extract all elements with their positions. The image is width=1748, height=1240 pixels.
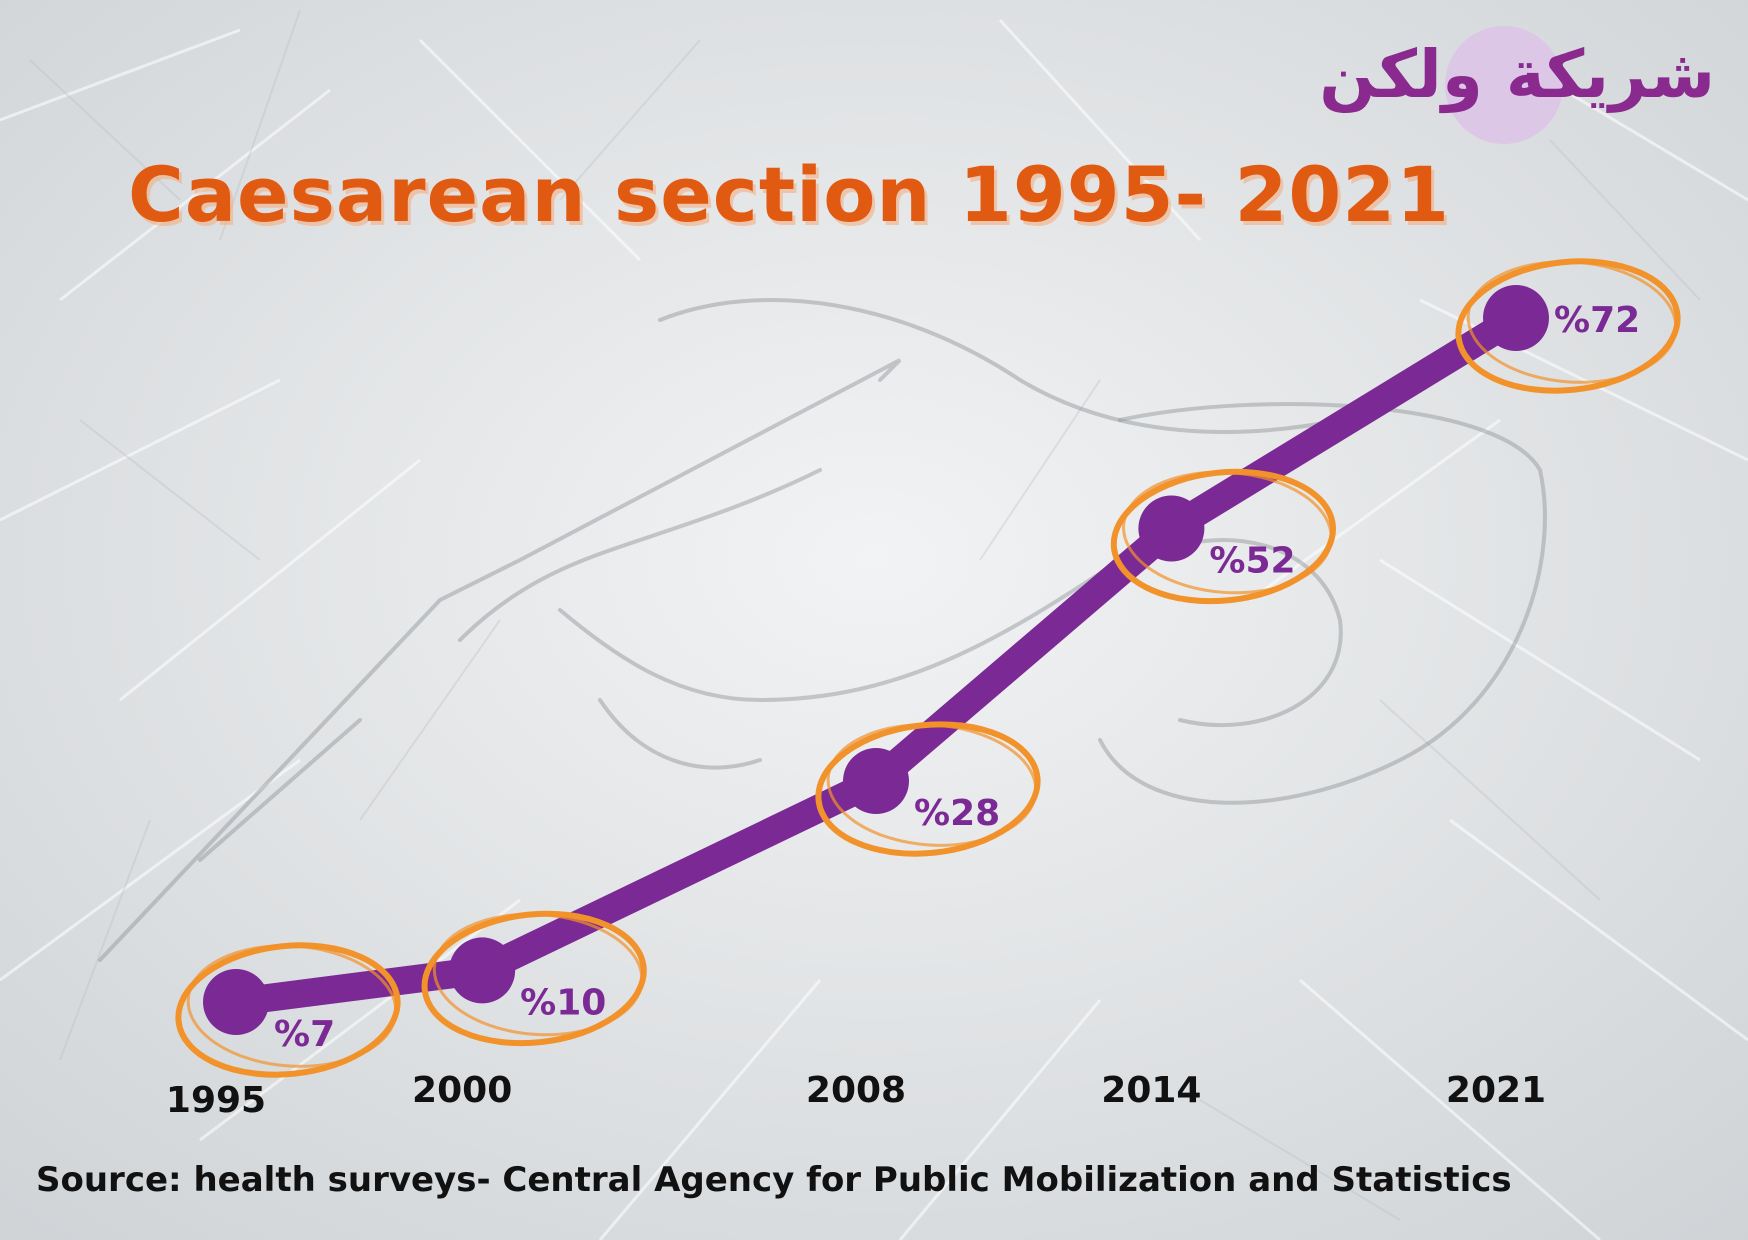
data-label: %52 bbox=[1209, 540, 1295, 581]
data-label: %72 bbox=[1554, 300, 1640, 341]
data-point bbox=[203, 969, 269, 1035]
highlight-ring-stroke bbox=[1122, 470, 1333, 595]
scalpel-sketch-icon bbox=[98, 298, 1547, 962]
x-tick-label: 2021 bbox=[1446, 1070, 1546, 1111]
data-point bbox=[843, 748, 909, 815]
highlight-ring-stroke bbox=[186, 944, 398, 1068]
data-point bbox=[1483, 285, 1549, 351]
series-line bbox=[222, 304, 1530, 1016]
x-tick-label: 2000 bbox=[412, 1070, 512, 1111]
data-label: %28 bbox=[914, 793, 1000, 834]
x-tick-label: 2014 bbox=[1101, 1070, 1201, 1111]
data-label: %7 bbox=[274, 1014, 335, 1055]
highlight-ring-stroke bbox=[826, 723, 1038, 847]
x-tick-label: 2008 bbox=[806, 1070, 906, 1111]
data-point bbox=[1138, 495, 1205, 562]
logo-bubble-icon bbox=[1445, 26, 1563, 144]
logo-text: شريكة ولكن bbox=[1319, 36, 1715, 113]
brand-logo: شريكة ولكن bbox=[1319, 22, 1715, 152]
highlight-ring-stroke bbox=[432, 912, 644, 1037]
highlight-ring-stroke bbox=[1466, 260, 1678, 384]
chart-title: Caesarean section 1995- 2021 bbox=[128, 150, 1451, 239]
data-point bbox=[449, 937, 516, 1004]
x-tick-label: 1995 bbox=[166, 1080, 266, 1121]
data-label: %10 bbox=[520, 982, 606, 1023]
source-note: Source: health surveys- Central Agency f… bbox=[36, 1160, 1512, 1200]
